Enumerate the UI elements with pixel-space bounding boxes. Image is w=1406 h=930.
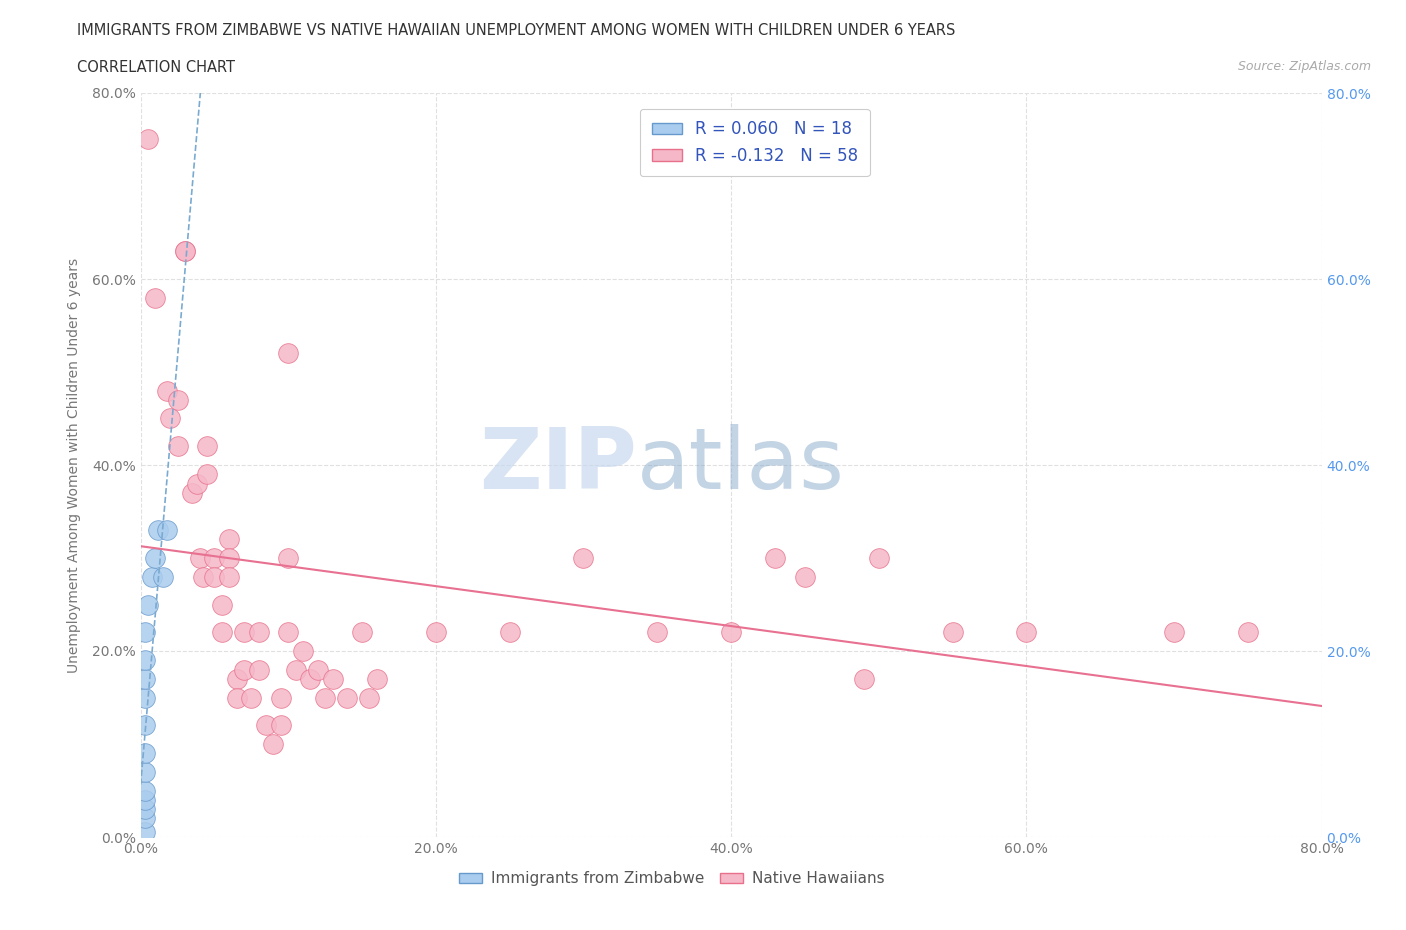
Point [352,625,374,640]
Point [202,551,225,565]
Point [134,671,156,686]
Point [134,718,156,733]
Point [240,690,263,705]
Text: atlas: atlas [637,423,845,507]
Point [174,244,197,259]
Point [425,625,447,640]
Point [247,662,270,677]
Point [202,569,225,584]
Point [277,625,299,640]
Point [233,662,256,677]
Point [166,439,188,454]
Point [211,597,233,612]
Point [166,392,188,407]
Point [191,569,214,584]
Point [498,625,520,640]
Point [366,671,388,686]
Point [134,802,156,817]
Point [225,690,247,705]
Text: Source: ZipAtlas.com: Source: ZipAtlas.com [1237,60,1371,73]
Point [145,551,166,565]
Point [134,764,156,779]
Text: IMMIGRANTS FROM ZIMBABWE VS NATIVE HAWAIIAN UNEMPLOYMENT AMONG WOMEN WITH CHILDR: IMMIGRANTS FROM ZIMBABWE VS NATIVE HAWAI… [77,23,956,38]
Point [195,439,218,454]
Point [868,551,890,565]
Point [218,532,240,547]
Point [134,792,156,807]
Point [218,569,240,584]
Point [136,132,159,147]
Point [233,625,256,640]
Point [152,569,174,584]
Point [145,290,166,305]
Point [156,383,179,398]
Point [321,671,344,686]
Point [572,551,595,565]
Point [134,690,156,705]
Point [1237,625,1260,640]
Point [174,244,197,259]
Point [942,625,965,640]
Point [1015,625,1038,640]
Y-axis label: Unemployment Among Women with Children Under 6 years: Unemployment Among Women with Children U… [66,258,80,672]
Point [765,551,787,565]
Point [270,718,292,733]
Point [1163,625,1185,640]
Point [277,551,299,565]
Point [218,551,240,565]
Point [270,690,292,705]
Point [336,690,359,705]
Point [134,625,156,640]
Point [188,551,211,565]
Point [720,625,742,640]
Point [134,746,156,761]
Point [141,569,163,584]
Point [186,476,208,491]
Point [254,718,277,733]
Point [247,625,270,640]
Point [148,523,170,538]
Point [292,644,315,658]
Legend: Immigrants from Zimbabwe, Native Hawaiians: Immigrants from Zimbabwe, Native Hawaiia… [453,866,891,893]
Point [134,811,156,826]
Point [134,653,156,668]
Point [181,485,204,500]
Point [314,690,336,705]
Point [359,690,381,705]
Point [156,523,179,538]
Point [262,737,284,751]
Point [211,625,233,640]
Point [852,671,875,686]
Point [225,671,247,686]
Point [195,467,218,482]
Point [299,671,322,686]
Point [136,597,159,612]
Point [307,662,329,677]
Point [645,625,669,640]
Point [277,346,299,361]
Text: CORRELATION CHART: CORRELATION CHART [77,60,235,75]
Point [284,662,307,677]
Text: ZIP: ZIP [479,423,637,507]
Point [134,825,156,840]
Point [794,569,817,584]
Point [134,783,156,798]
Point [159,411,181,426]
